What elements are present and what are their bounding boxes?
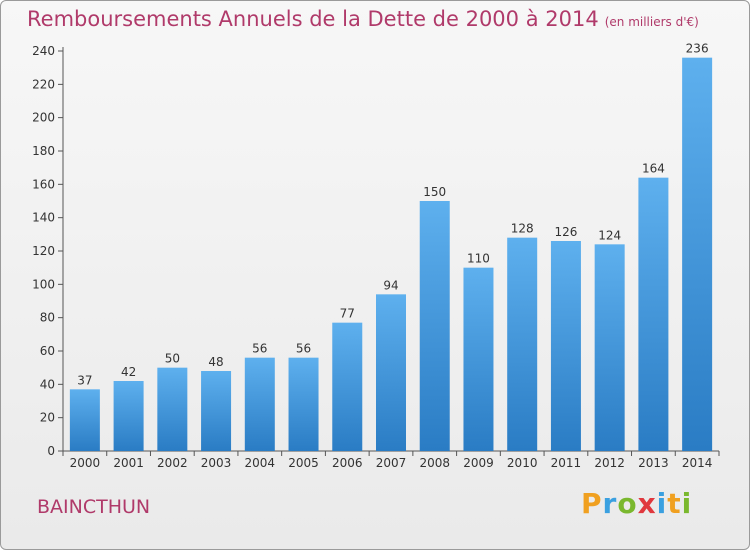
x-tick-label-2000: 2000 (70, 456, 101, 470)
chart-title: Remboursements Annuels de la Dette de 20… (27, 7, 699, 31)
bar-2014 (682, 57, 713, 452)
bar-2006 (332, 322, 363, 451)
x-tick-label-2009: 2009 (463, 456, 494, 470)
y-tick-label: 200 (32, 111, 55, 125)
y-tick-label: 60 (40, 344, 55, 358)
logo-letter: r (602, 487, 618, 520)
y-tick-label: 120 (32, 244, 55, 258)
x-tick-label-2008: 2008 (419, 456, 450, 470)
data-label-2005: 56 (296, 342, 311, 356)
data-label-2001: 42 (121, 365, 136, 379)
data-label-2004: 56 (252, 342, 267, 356)
logo-letter: x (637, 487, 657, 520)
x-tick-label-2005: 2005 (288, 456, 319, 470)
data-label-2000: 37 (77, 373, 92, 387)
bar-2010 (507, 237, 538, 451)
x-tick-label-2013: 2013 (638, 456, 669, 470)
data-label-2009: 110 (467, 252, 490, 266)
data-label-2006: 77 (340, 307, 355, 321)
data-label-2008: 150 (423, 185, 446, 199)
y-tick-label: 0 (47, 444, 55, 458)
y-tick-label: 160 (32, 177, 55, 191)
bar-2009 (463, 267, 494, 451)
y-tick-label: 220 (32, 77, 55, 91)
data-label-2013: 164 (642, 162, 665, 176)
bar-2011 (550, 241, 581, 451)
x-tick-label-2012: 2012 (594, 456, 625, 470)
commune-name: BAINCTHUN (37, 496, 151, 518)
proxiti-logo: Proxiti (581, 487, 692, 520)
logo-letter: P (581, 487, 603, 520)
x-tick-label-2004: 2004 (245, 456, 276, 470)
x-tick-label-2014: 2014 (682, 456, 713, 470)
data-label-2002: 50 (165, 352, 180, 366)
bar-2002 (157, 367, 188, 451)
data-label-2012: 124 (598, 228, 621, 242)
bars: 37 42 50 48 56 56 77 94 150 110 128 126 124 164 236 (69, 42, 713, 452)
logo-letter: t (667, 487, 682, 520)
chart-title-text: Remboursements Annuels de la Dette de 20… (27, 7, 599, 31)
x-tick-label-2011: 2011 (551, 456, 582, 470)
y-tick-label: 100 (32, 277, 55, 291)
bar-2005 (288, 357, 319, 451)
x-tick-label-2006: 2006 (332, 456, 363, 470)
logo-letter: i (681, 487, 693, 520)
bar-2004 (244, 357, 275, 451)
bar-2008 (419, 201, 450, 451)
y-tick-label: 180 (32, 144, 55, 158)
y-tick-label: 20 (40, 411, 55, 425)
logo-letter: o (617, 487, 638, 520)
axes: 0 20 40 60 80 100 120 140 160 180 200 220 240 2000 200… (32, 44, 720, 470)
x-tick-label-2002: 2002 (157, 456, 188, 470)
y-tick-label: 80 (40, 311, 55, 325)
x-tick-label-2010: 2010 (507, 456, 538, 470)
bar-2012 (594, 244, 625, 451)
x-tick-label-2007: 2007 (376, 456, 407, 470)
y-tick-label: 140 (32, 211, 55, 225)
y-tick-label: 240 (32, 44, 55, 58)
bar-2003 (201, 371, 232, 451)
bar-2013 (638, 177, 669, 451)
data-label-2010: 128 (511, 222, 534, 236)
logo-letter: i (656, 487, 668, 520)
x-tick-label-2001: 2001 (113, 456, 144, 470)
data-label-2003: 48 (208, 355, 223, 369)
bar-2001 (113, 381, 144, 451)
data-label-2011: 126 (554, 225, 577, 239)
data-label-2007: 94 (383, 278, 398, 292)
y-tick-label: 40 (40, 377, 55, 391)
data-label-2014: 236 (686, 42, 709, 56)
x-tick-label-2003: 2003 (201, 456, 232, 470)
bar-2007 (376, 294, 406, 451)
chart-subtitle: (en milliers d'€) (604, 15, 699, 29)
bar-2000 (69, 389, 100, 451)
